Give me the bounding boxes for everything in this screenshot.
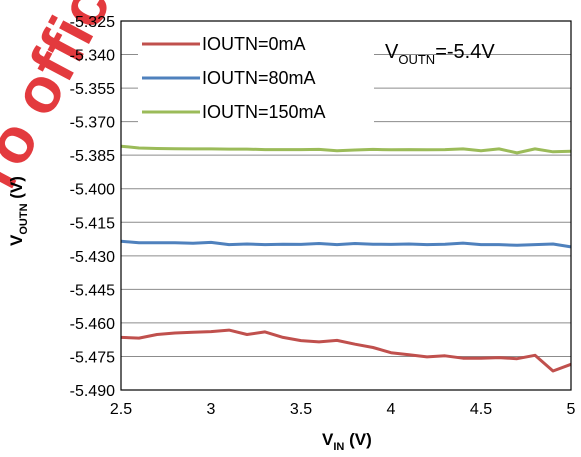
y-axis-title-unit: (V) xyxy=(7,176,26,203)
y-tick-label: -5.415 xyxy=(70,215,115,232)
x-tick-label: 4 xyxy=(387,401,396,418)
voltage-annotation: VOUTN=-5.4V xyxy=(385,41,495,67)
y-tick-label: -5.475 xyxy=(70,349,115,366)
y-tick-label: -5.370 xyxy=(70,115,115,132)
series-line xyxy=(120,144,572,155)
legend-label: IOUTN=150mA xyxy=(202,102,326,122)
y-axis-title: VOUTN (V) xyxy=(7,176,30,246)
y-tick-label: -5.400 xyxy=(70,182,115,199)
x-axis-title: VIN (V) xyxy=(322,430,372,453)
series-line xyxy=(120,239,572,249)
x-tick-labels: 2.5 3 3.5 4 4.5 5 xyxy=(110,401,576,418)
annotation-sub: OUTN xyxy=(398,52,435,67)
x-tick-label: 5 xyxy=(567,401,576,418)
annotation-main: V xyxy=(385,41,399,63)
y-tick-label: -5.490 xyxy=(70,383,115,400)
plot-frame xyxy=(120,20,572,391)
y-tick-label: -5.460 xyxy=(70,316,115,333)
y-tick-label: -5.430 xyxy=(70,249,115,266)
y-tick-label: -5.355 xyxy=(70,81,115,98)
y-tick-label: -5.385 xyxy=(70,148,115,165)
legend: IOUTN=0mA IOUTN=80mA IOUTN=150mA xyxy=(138,26,374,126)
series-line xyxy=(120,328,572,373)
x-tick-label: 2.5 xyxy=(110,401,132,418)
x-tick-label: 4.5 xyxy=(470,401,492,418)
y-tick-labels: -5.325 -5.340 -5.355 -5.370 -5.385 -5.400 -5.4… xyxy=(70,14,115,400)
y-tick-label: -5.445 xyxy=(70,282,115,299)
x-axis-title-sub: IN xyxy=(333,441,344,453)
x-axis-title-unit: (V) xyxy=(344,430,371,449)
x-axis-title-main: V xyxy=(322,430,334,449)
legend-label: IOUTN=0mA xyxy=(202,34,306,54)
y-axis-title-sub: OUTN xyxy=(18,203,30,234)
x-tick-label: 3.5 xyxy=(290,401,312,418)
series-lines xyxy=(120,144,572,373)
y-tick-label: -5.325 xyxy=(70,14,115,31)
annotation-rest: =-5.4V xyxy=(435,41,495,63)
y-axis-title-main: V xyxy=(7,234,26,246)
legend-label: IOUTN=80mA xyxy=(202,68,316,88)
y-tick-label: -5.340 xyxy=(70,48,115,65)
x-tick-label: 3 xyxy=(207,401,216,418)
